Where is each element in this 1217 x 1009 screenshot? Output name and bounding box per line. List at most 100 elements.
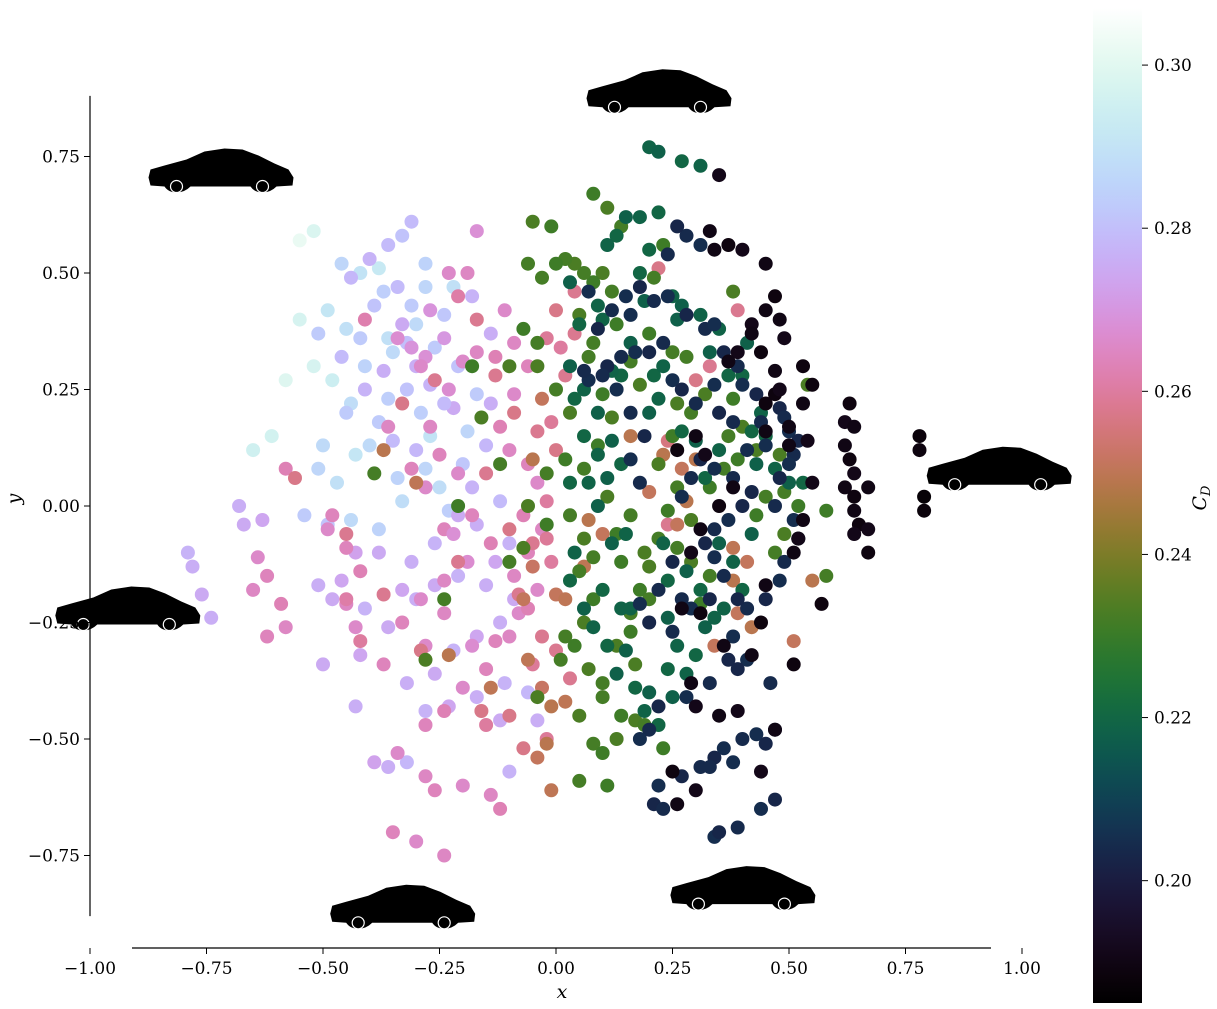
scatter-point xyxy=(842,452,857,467)
scatter-point xyxy=(712,499,727,513)
scatter-point xyxy=(539,531,554,546)
scatter-point xyxy=(595,527,610,541)
scatter-point xyxy=(460,266,475,280)
scatter-point xyxy=(637,545,652,560)
scatter-point xyxy=(577,429,591,444)
scatter-point xyxy=(726,480,741,495)
x-axis-ticks: −1.00 −0.75 −0.50 −0.25 0.00 0.25 0.50 0.75 1.00 xyxy=(64,948,1041,979)
scatter-point xyxy=(586,186,601,201)
scatter-point xyxy=(772,312,787,327)
scatter-point xyxy=(516,592,531,607)
scatter-point xyxy=(912,429,927,444)
scatter-point xyxy=(632,266,647,280)
scatter-point xyxy=(604,536,619,551)
scatter-point xyxy=(521,652,535,667)
scatter-point xyxy=(586,592,601,607)
scatter-point xyxy=(311,578,326,593)
scatter-point xyxy=(371,545,386,560)
scatter-point xyxy=(381,238,396,252)
scatter-point xyxy=(577,531,591,546)
scatter-point xyxy=(726,755,741,770)
scatter-point xyxy=(618,289,633,304)
scatter-point xyxy=(563,275,577,290)
scatter-point xyxy=(744,326,759,341)
scatter-point xyxy=(796,359,810,374)
y-axis-ticks: −0.75 −0.50 −0.25 0.00 0.25 0.50 0.75 xyxy=(28,148,90,867)
colorbar-tick-label: 0.30 xyxy=(1154,56,1192,76)
scatter-point xyxy=(502,536,517,551)
scatter-point xyxy=(847,489,862,504)
scatter-point xyxy=(786,657,801,672)
scatter-point xyxy=(357,382,372,397)
scatter-point xyxy=(250,550,265,565)
scatter-point xyxy=(791,499,806,513)
scatter-point xyxy=(861,545,876,560)
scatter-point xyxy=(581,475,596,490)
scatter-point xyxy=(707,377,722,392)
scatter-point xyxy=(656,741,671,756)
scatter-point xyxy=(427,666,442,681)
scatter-point xyxy=(563,671,577,686)
scatter-point xyxy=(507,387,522,402)
scatter-point xyxy=(437,704,452,718)
scatter-point xyxy=(488,634,503,649)
scatter-point xyxy=(656,536,671,551)
scatter-point xyxy=(754,801,768,816)
scatter-point xyxy=(339,527,354,541)
y-tick-label: −0.75 xyxy=(28,847,80,867)
y-tick-label: 0.25 xyxy=(42,381,80,401)
scatter-point xyxy=(665,554,680,569)
scatter-point xyxy=(744,648,759,663)
scatter-point xyxy=(642,685,657,700)
scatter-point xyxy=(465,289,480,304)
x-tick-label: −0.25 xyxy=(413,959,465,979)
scatter-point xyxy=(371,261,386,276)
car-silhouette-icon xyxy=(669,865,817,911)
scatter-point xyxy=(632,210,647,225)
scatter-point xyxy=(744,424,759,439)
scatter-point xyxy=(819,568,834,583)
scatter-point xyxy=(325,508,340,523)
scatter-point xyxy=(553,340,568,355)
scatter-point xyxy=(670,797,685,812)
scatter-point xyxy=(698,447,713,462)
scatter-point xyxy=(465,508,480,523)
scatter-point xyxy=(255,513,270,527)
scatter-point xyxy=(479,466,494,481)
scatter-point xyxy=(688,699,703,714)
scatter-point xyxy=(376,657,391,672)
scatter-point xyxy=(311,326,326,341)
car-silhouette-icon xyxy=(329,884,476,930)
scatter-point xyxy=(684,471,699,485)
scatter-point xyxy=(847,527,862,541)
scatter-point xyxy=(497,676,512,691)
scatter-point xyxy=(730,303,745,318)
scatter-point xyxy=(348,699,363,714)
scatter-point xyxy=(670,517,685,532)
scatter-point xyxy=(777,554,792,569)
scatter-point xyxy=(632,377,647,392)
scatter-point xyxy=(278,373,293,388)
scatter-point xyxy=(362,252,377,266)
scatter-point xyxy=(674,154,689,169)
scatter-point xyxy=(525,214,540,229)
scatter-point xyxy=(204,610,219,625)
colorbar-label-main: C xyxy=(1189,495,1211,510)
scatter-point xyxy=(539,736,554,751)
x-tick-label: 0.25 xyxy=(654,959,692,979)
scatter-point xyxy=(399,382,414,397)
scatter-point xyxy=(688,429,703,444)
scatter-point xyxy=(292,312,307,327)
scatter-point xyxy=(660,662,675,677)
scatter-point xyxy=(502,764,517,779)
scatter-point xyxy=(441,648,456,663)
scatter-point xyxy=(558,629,573,644)
scatter-point xyxy=(339,405,354,420)
scatter-point xyxy=(604,410,619,425)
scatter-point xyxy=(600,200,615,215)
scatter-point xyxy=(614,554,629,569)
scatter-point xyxy=(763,676,778,691)
scatter-point xyxy=(674,382,689,397)
